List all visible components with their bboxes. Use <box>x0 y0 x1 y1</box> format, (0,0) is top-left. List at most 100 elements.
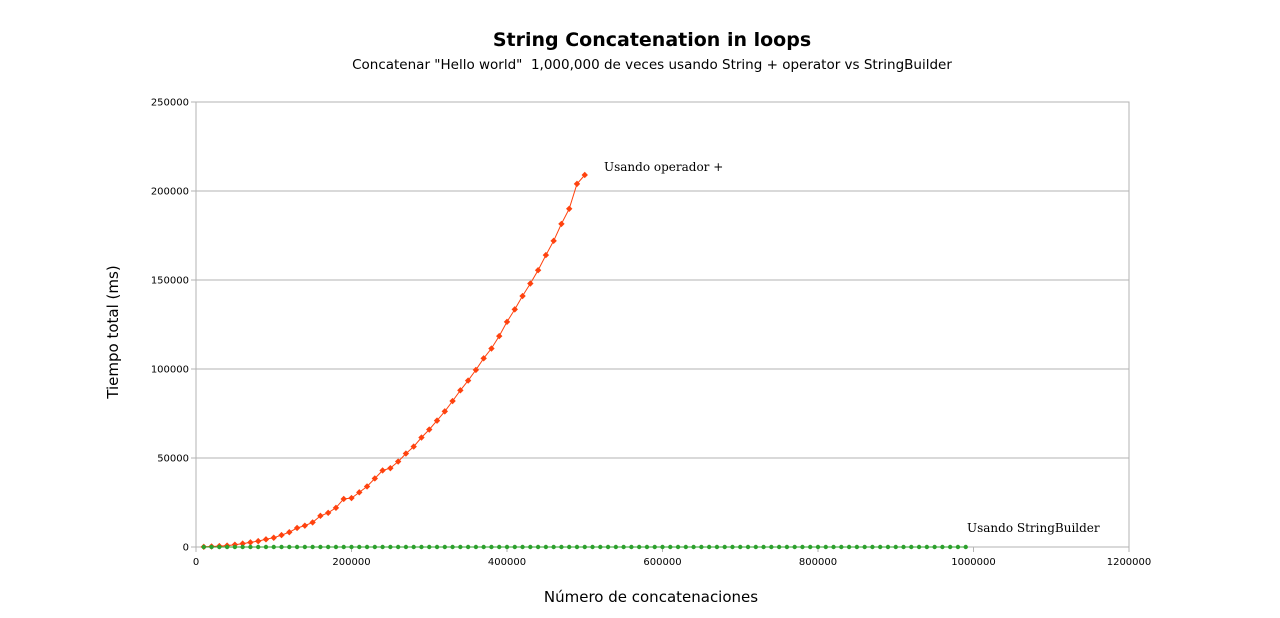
data-point <box>769 544 774 550</box>
data-point <box>652 544 657 550</box>
series-labels: Usando operador + Usando StringBuilder <box>604 160 1100 535</box>
data-point <box>497 544 502 550</box>
data-point <box>675 544 681 550</box>
data-point <box>528 544 533 550</box>
data-point <box>660 544 665 550</box>
data-point <box>559 544 564 550</box>
data-point <box>372 544 378 550</box>
data-point <box>940 544 945 550</box>
data-point <box>784 544 790 550</box>
data-point <box>714 544 720 550</box>
series-label-plus: Usando operador + <box>604 160 723 174</box>
data-point <box>636 544 642 550</box>
data-point <box>924 544 930 550</box>
data-point <box>472 366 480 374</box>
data-point <box>511 306 518 313</box>
data-point <box>309 519 316 526</box>
data-point <box>800 544 805 550</box>
data-point <box>550 237 557 245</box>
data-point <box>201 544 206 550</box>
data-point <box>551 544 556 550</box>
data-point <box>209 544 214 550</box>
data-point <box>317 512 324 520</box>
data-point <box>232 544 238 550</box>
data-point <box>839 544 844 550</box>
data-point <box>426 426 433 433</box>
data-point <box>286 529 293 536</box>
y-tick-label: 0 <box>183 543 189 554</box>
data-point <box>520 544 525 550</box>
data-point <box>302 544 308 550</box>
data-point <box>683 544 689 550</box>
data-point <box>574 544 580 550</box>
data-point <box>293 524 301 532</box>
data-point <box>357 544 362 550</box>
data-point <box>333 544 339 550</box>
data-point <box>248 544 253 550</box>
y-tick-label: 50000 <box>157 454 189 465</box>
data-point <box>691 544 696 550</box>
data-point <box>519 292 526 300</box>
x-tick-label: 400000 <box>488 557 526 568</box>
y-tick-label: 100000 <box>151 365 189 376</box>
data-point <box>457 387 464 394</box>
data-point <box>387 464 394 472</box>
data-point <box>224 544 230 550</box>
data-point <box>364 544 370 550</box>
data-point <box>325 544 331 550</box>
chart-title: String Concatenation in loops <box>493 29 811 51</box>
x-tick-label: 200000 <box>332 557 370 568</box>
data-point <box>527 280 534 287</box>
data-point <box>870 544 875 550</box>
data-point <box>395 544 401 550</box>
series-plus <box>200 171 588 551</box>
data-point <box>582 544 587 550</box>
data-point <box>239 540 246 547</box>
data-point <box>598 544 603 550</box>
data-point <box>441 408 448 415</box>
data-point <box>418 434 425 441</box>
data-point <box>458 544 463 550</box>
data-point <box>464 377 472 384</box>
data-point <box>450 544 455 550</box>
chart-subtitle: Concatenar "Hello world" 1,000,000 de ve… <box>352 57 952 73</box>
data-point <box>380 544 385 550</box>
data-point <box>543 544 549 550</box>
data-point <box>738 544 743 550</box>
data-point <box>542 251 550 259</box>
series-label-builder: Usando StringBuilder <box>967 521 1100 535</box>
data-point <box>465 544 471 550</box>
data-point <box>534 267 542 274</box>
data-point <box>324 509 332 517</box>
y-axis-title: Tiempo total (ms) <box>104 265 122 399</box>
data-point <box>854 544 860 550</box>
data-point <box>862 544 867 550</box>
data-point <box>808 544 813 550</box>
data-point <box>573 180 581 188</box>
data-point <box>567 544 572 550</box>
series <box>200 171 968 551</box>
data-point <box>340 495 347 503</box>
data-point <box>605 544 611 550</box>
data-point <box>496 332 503 340</box>
y-tick-label: 200000 <box>151 187 189 198</box>
data-point <box>846 544 852 550</box>
data-point <box>419 544 424 550</box>
data-point <box>270 534 277 541</box>
data-point <box>332 504 340 512</box>
data-point <box>831 544 836 550</box>
data-point <box>823 544 828 550</box>
data-point <box>473 544 479 550</box>
x-axis-title: Número de concatenaciones <box>544 588 758 606</box>
data-point <box>761 544 766 550</box>
data-point <box>318 544 323 550</box>
data-point <box>699 544 704 550</box>
data-point <box>706 544 712 550</box>
tick-labels: 0 50000 100000 150000 200000 250000 0 200000 400… <box>151 98 1151 569</box>
data-point <box>815 544 821 550</box>
data-point <box>247 539 254 546</box>
data-point <box>730 544 735 550</box>
data-point <box>909 544 914 550</box>
y-tick-label: 150000 <box>151 276 189 287</box>
x-tick-label: 1000000 <box>951 557 996 568</box>
